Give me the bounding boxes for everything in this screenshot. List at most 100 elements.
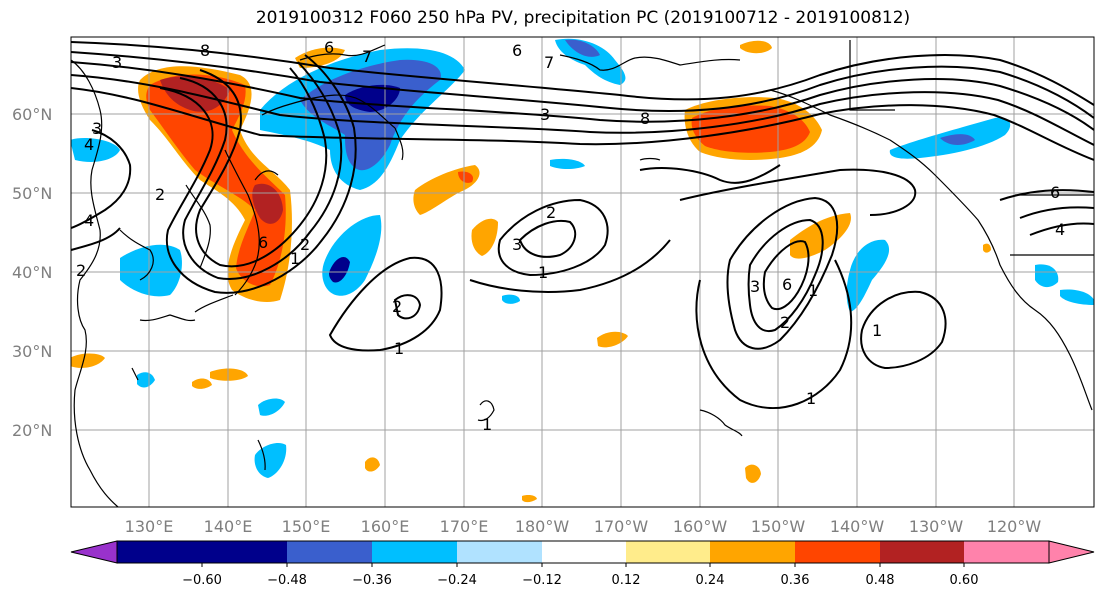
shade-negative: [502, 294, 520, 304]
contour-label: 8: [200, 41, 210, 60]
longitude-labels: 130°E 140°E 150°E 160°E 170°E 180°W 170°…: [125, 517, 1042, 536]
contour-label: 1: [394, 339, 404, 358]
contour-label: 1: [538, 263, 548, 282]
lon-label: 140°W: [830, 517, 885, 536]
shade-positive: [71, 353, 105, 368]
contour-label: 2: [392, 297, 402, 316]
colorbar-segment: [880, 541, 964, 563]
colorbar-segment: [964, 541, 1049, 563]
shade-positive: [740, 40, 772, 54]
contour-label: 1: [808, 281, 818, 300]
lon-label: 160°E: [361, 517, 410, 536]
lon-label: 150°W: [751, 517, 806, 536]
colorbar-tick-label: 0.36: [781, 573, 810, 588]
colorbar-tick-label: −0.12: [522, 573, 562, 588]
map-title: 2019100312 F060 250 hPa PV, precipitatio…: [255, 8, 911, 28]
contour-label: 6: [1050, 183, 1060, 202]
colorbar-tick-label: −0.48: [267, 573, 307, 588]
shade-positive: [745, 464, 761, 483]
lon-label: 150°E: [282, 517, 331, 536]
colorbar-tick-label: −0.60: [182, 573, 222, 588]
contour-label: 6: [324, 38, 334, 57]
contour-label: 4: [84, 211, 94, 230]
shade-negative: [1060, 289, 1094, 305]
contour-label: 3: [750, 277, 760, 296]
shade-negative-strong: [565, 39, 600, 57]
pv-contours: [71, 41, 1094, 409]
shade-positive: [192, 378, 212, 389]
latitude-labels: 60°N 50°N 40°N 30°N 20°N: [12, 105, 52, 440]
colorbar-segment: [795, 541, 880, 563]
colorbar-segment: [117, 541, 202, 563]
contour-label: 6: [258, 233, 268, 252]
contour-label: 2: [155, 185, 165, 204]
colorbar-segment: [710, 541, 795, 563]
contour-label: 3: [540, 105, 550, 124]
lon-label: 170°W: [594, 517, 649, 536]
lat-label: 50°N: [12, 184, 52, 203]
contour-label: 7: [362, 47, 372, 66]
lon-label: 180°W: [515, 517, 570, 536]
contour-label: 2: [300, 235, 310, 254]
contour-label: 2: [780, 313, 790, 332]
lat-label: 40°N: [12, 263, 52, 282]
contour-label: 1: [872, 321, 882, 340]
colorbar-segment: [457, 541, 542, 563]
contour-label: 4: [84, 135, 94, 154]
shade-positive: [522, 495, 537, 503]
colorbar-tick-label: 0.60: [950, 573, 979, 588]
lon-label: 170°E: [440, 517, 489, 536]
lat-label: 20°N: [12, 421, 52, 440]
map-frame: [70, 36, 1095, 508]
pv-contour-labels: 8 6 7 6 3 7 3 4 3 8 2 4 6 2 2 3 2 1 1 2 …: [76, 38, 1065, 434]
colorbar-tick-label: 0.12: [612, 573, 641, 588]
contour-label: 6: [782, 275, 792, 294]
contour-label: 7: [544, 53, 554, 72]
shade-negative: [137, 372, 155, 388]
contour-label: 1: [806, 389, 816, 408]
colorbar-tick-label: 0.48: [866, 573, 895, 588]
shade-negative: [555, 38, 626, 85]
colorbar-segment: [202, 541, 287, 563]
shade-negative: [550, 158, 585, 169]
lon-label: 130°E: [125, 517, 174, 536]
contour-label: 3: [92, 119, 102, 138]
shade-dark-positive: [252, 183, 283, 224]
shade-positive: [471, 218, 498, 256]
shade-negative: [71, 138, 120, 162]
shade-positive: [983, 243, 991, 253]
contour-label: 3: [512, 235, 522, 254]
contour-label: 2: [76, 261, 86, 280]
contour-label: 6: [512, 41, 522, 60]
shade-strong-positive: [458, 171, 474, 183]
lon-label: 160°W: [673, 517, 728, 536]
colorbar-tick-label: −0.36: [352, 573, 392, 588]
shade-negative: [1035, 264, 1059, 288]
lat-label: 30°N: [12, 342, 52, 361]
colorbar-segment: [626, 541, 710, 563]
contour-label: 3: [112, 53, 122, 72]
colorbar: −0.60 −0.48 −0.36 −0.24 −0.12 0.12 0.24 …: [70, 540, 1095, 588]
contour-label: 2: [546, 203, 556, 222]
shade-positive: [295, 47, 345, 68]
precip-shading: [71, 38, 1094, 503]
lon-label: 140°E: [204, 517, 253, 536]
shade-negative-strong: [329, 256, 350, 283]
shade-strong-positive: [146, 74, 286, 287]
contour-label: 8: [640, 109, 650, 128]
lon-label: 120°W: [987, 517, 1042, 536]
contour-label: 4: [1055, 220, 1065, 239]
lon-label: 130°W: [909, 517, 964, 536]
colorbar-max-extension: [1048, 540, 1095, 564]
shade-positive: [210, 368, 248, 381]
colorbar-tick-label: 0.24: [696, 573, 725, 588]
colorbar-min-extension: [70, 540, 118, 564]
colorbar-segment: [287, 541, 372, 563]
shade-positive: [790, 213, 851, 259]
shade-positive: [365, 457, 380, 472]
contour-label: 1: [290, 249, 300, 268]
shade-negative: [258, 398, 285, 416]
shade-positive: [597, 331, 628, 348]
colorbar-ticks: [201, 563, 965, 567]
lat-label: 60°N: [12, 105, 52, 124]
